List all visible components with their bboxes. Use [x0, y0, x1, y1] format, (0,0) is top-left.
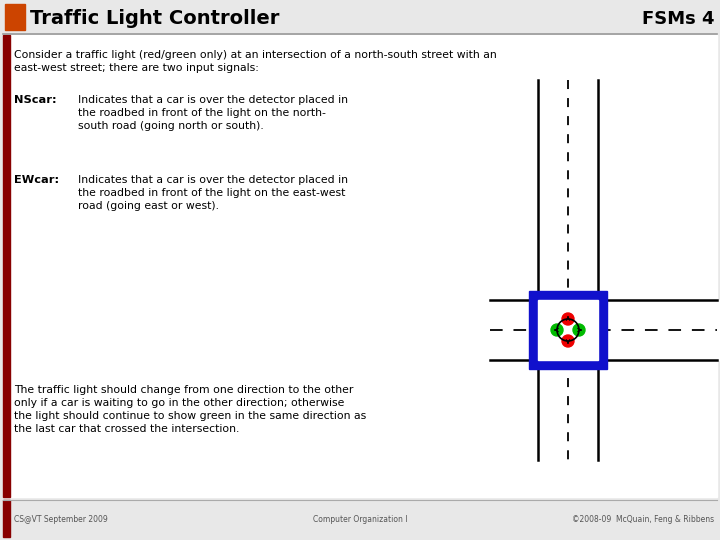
Text: EWcar:: EWcar: — [14, 175, 59, 185]
Text: FSMs 4: FSMs 4 — [642, 10, 714, 28]
Text: Indicates that a car is over the detector placed in: Indicates that a car is over the detecto… — [78, 175, 348, 185]
Bar — [3, 500, 10, 537]
Text: CS@VT September 2009: CS@VT September 2009 — [14, 516, 108, 524]
Bar — [538, 80, 598, 460]
Bar — [5, 4, 25, 30]
Text: the light should continue to show green in the same direction as: the light should continue to show green … — [14, 411, 366, 421]
Bar — [3, 35, 10, 497]
Circle shape — [573, 324, 585, 336]
Text: south road (going north or south).: south road (going north or south). — [78, 121, 264, 131]
Bar — [3, 35, 717, 497]
Circle shape — [562, 335, 574, 347]
Bar — [490, 300, 720, 360]
Text: NScar:: NScar: — [14, 95, 57, 105]
Bar — [529, 291, 607, 369]
Circle shape — [551, 324, 563, 336]
Text: Computer Organization I: Computer Organization I — [312, 516, 408, 524]
Text: The traffic light should change from one direction to the other: The traffic light should change from one… — [14, 385, 354, 395]
Text: ©2008-09  McQuain, Feng & Ribbens: ©2008-09 McQuain, Feng & Ribbens — [572, 516, 714, 524]
Text: only if a car is waiting to go in the other direction; otherwise: only if a car is waiting to go in the ot… — [14, 398, 344, 408]
Text: Traffic Light Controller: Traffic Light Controller — [30, 10, 279, 29]
Circle shape — [562, 313, 574, 325]
Text: the roadbed in front of the light on the east-west: the roadbed in front of the light on the… — [78, 188, 346, 198]
Text: the roadbed in front of the light on the north-: the roadbed in front of the light on the… — [78, 108, 326, 118]
Text: the last car that crossed the intersection.: the last car that crossed the intersecti… — [14, 424, 239, 434]
Text: Indicates that a car is over the detector placed in: Indicates that a car is over the detecto… — [78, 95, 348, 105]
Text: Consider a traffic light (red/green only) at an intersection of a north-south st: Consider a traffic light (red/green only… — [14, 50, 497, 60]
Bar — [538, 300, 598, 360]
Text: east-west street; there are two input signals:: east-west street; there are two input si… — [14, 63, 259, 73]
Text: road (going east or west).: road (going east or west). — [78, 201, 219, 211]
